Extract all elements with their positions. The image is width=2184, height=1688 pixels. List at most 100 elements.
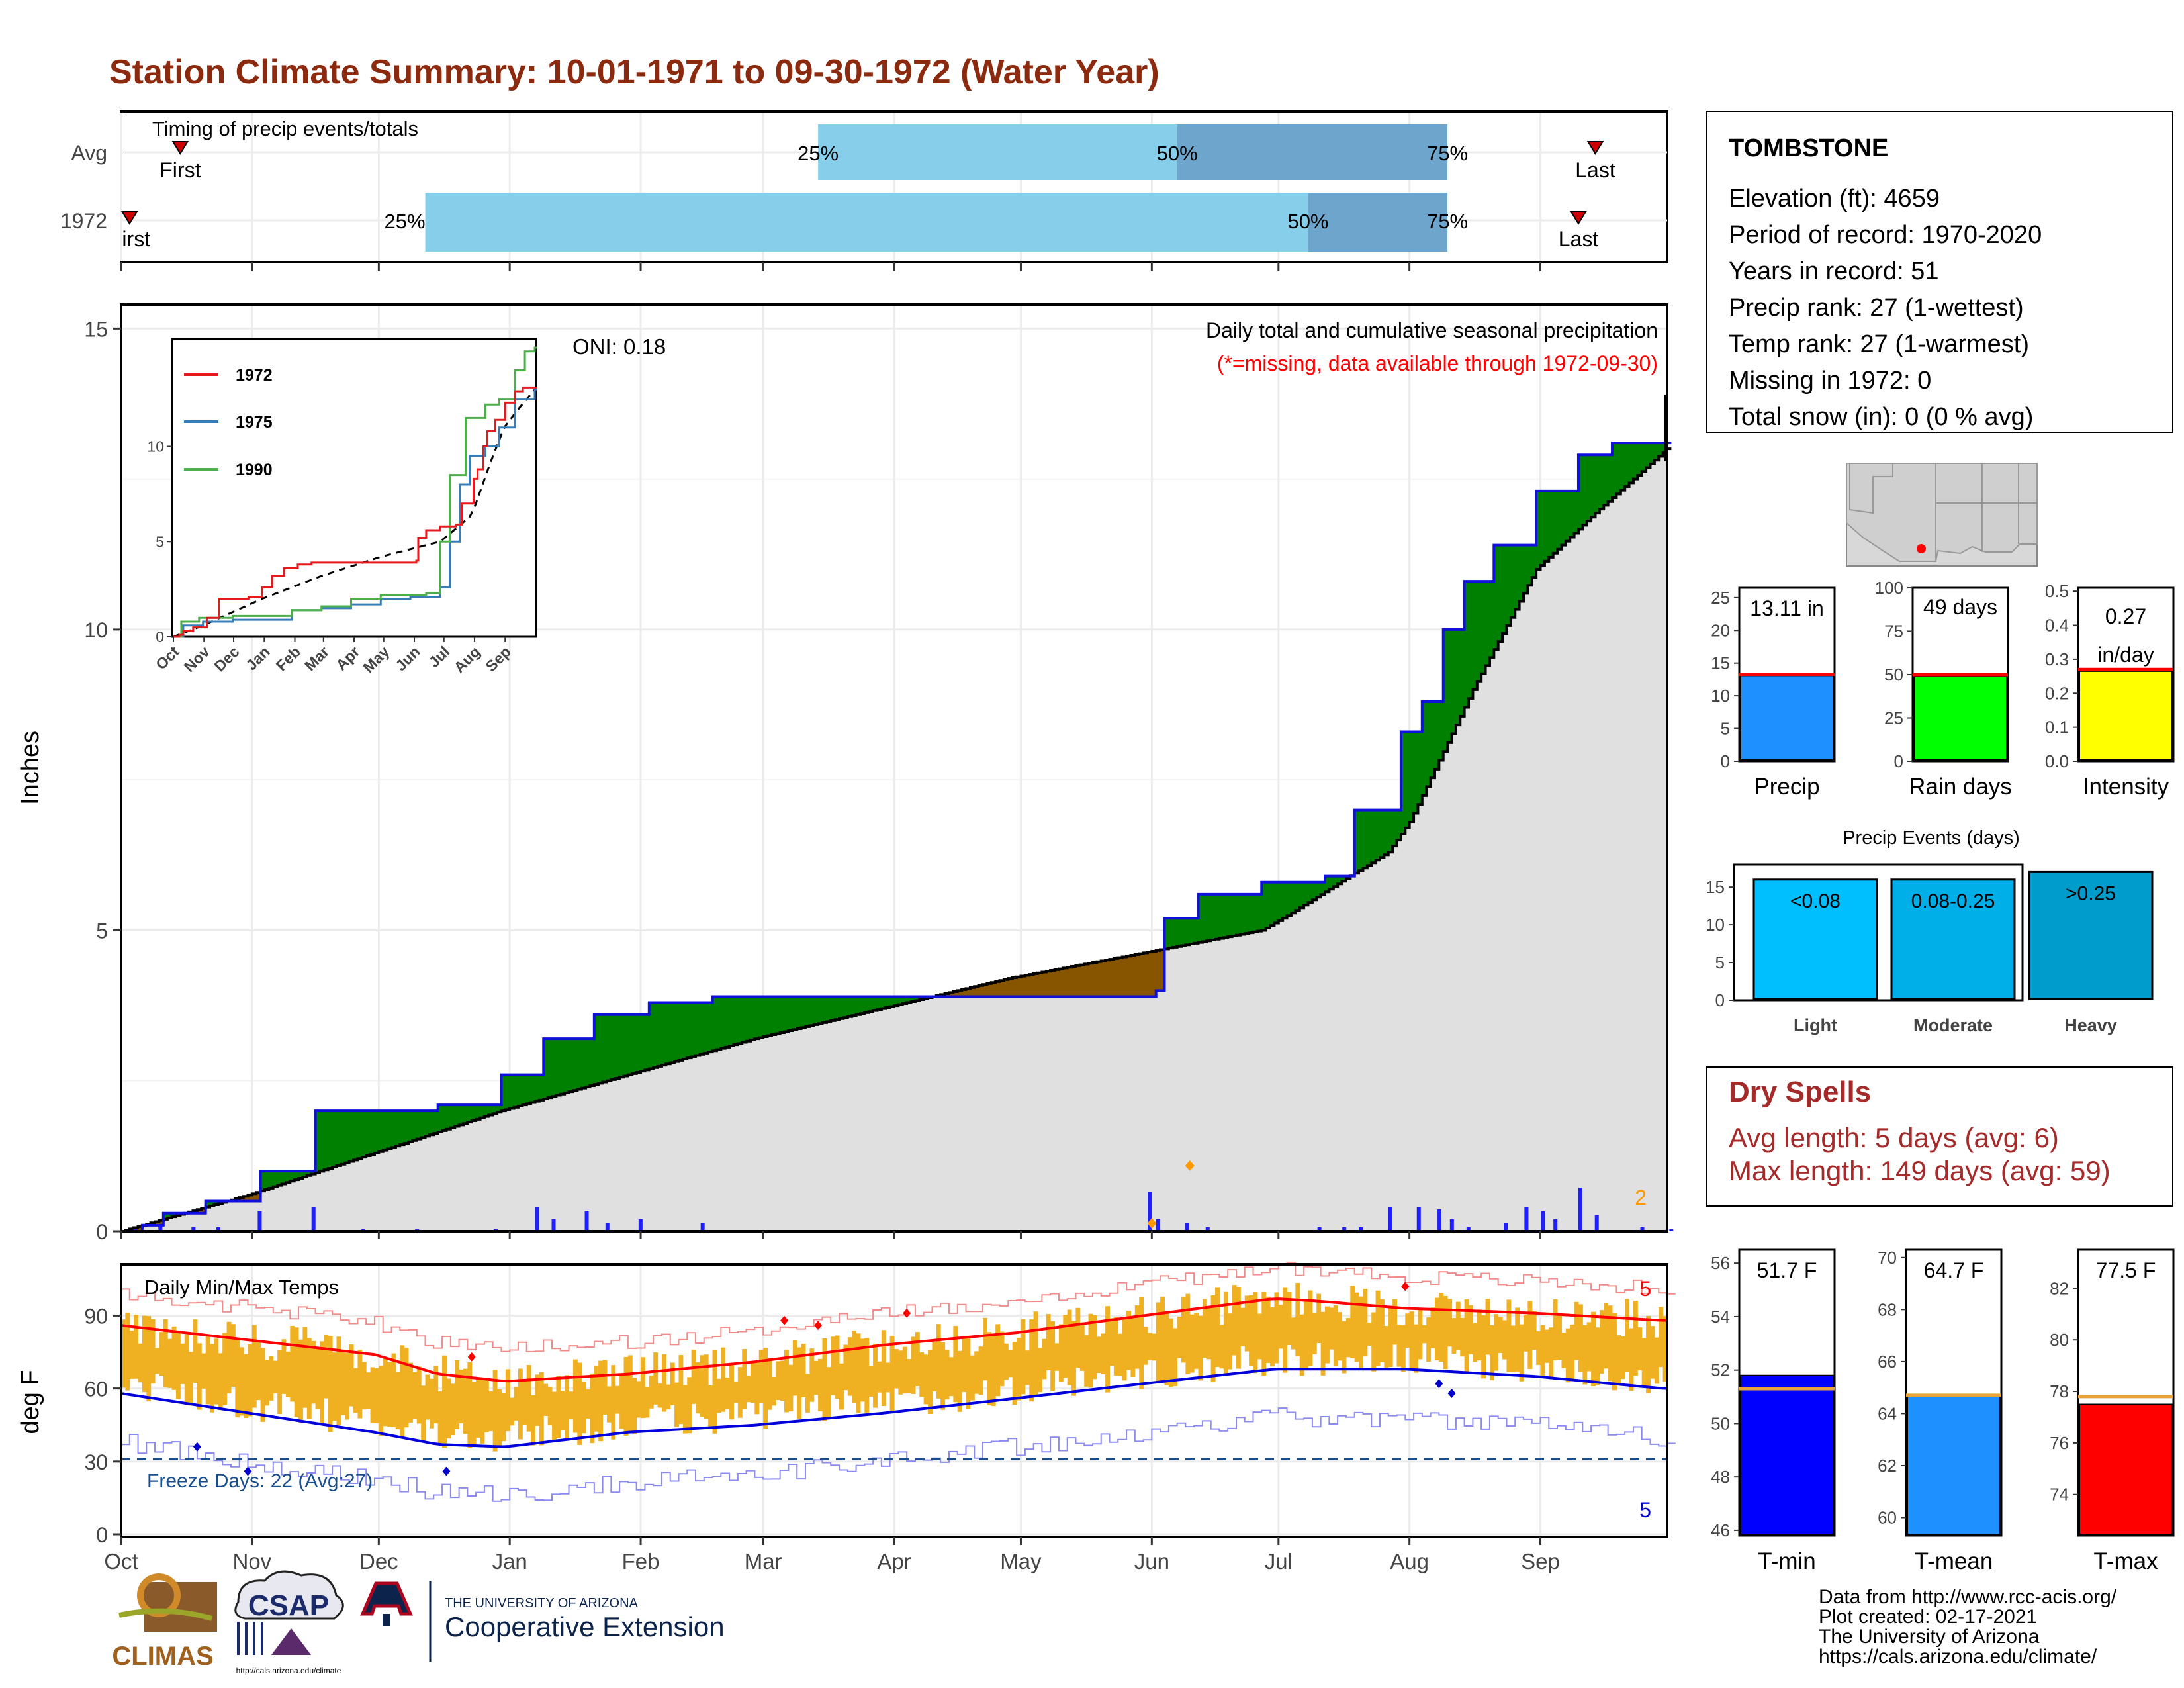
tmin-gauge-tick-label: 46: [1711, 1521, 1730, 1540]
above-average-area: [1371, 810, 1377, 863]
above-average-area: [1253, 894, 1258, 932]
daily-temp-range-bar: [1012, 1342, 1017, 1405]
daily-temp-range-bar: [1371, 1312, 1377, 1372]
rain-days-gauge-tick-label: 50: [1884, 665, 1903, 684]
above-average-area: [700, 1002, 705, 1055]
below-average-area: [944, 993, 950, 997]
above-average-area: [594, 1014, 599, 1085]
daily-temp-range-bar: [636, 1381, 641, 1418]
daily-temp-range-bar: [1033, 1311, 1038, 1397]
above-average-area: [404, 1111, 409, 1143]
above-average-area: [860, 996, 865, 1014]
daily-temp-range-bar: [1604, 1302, 1609, 1369]
above-average-area: [1384, 810, 1389, 855]
daily-temp-range-bar: [484, 1378, 489, 1432]
daily-precip-bar: [1449, 1219, 1454, 1231]
below-average-area: [159, 1220, 164, 1225]
above-average-area: [1523, 545, 1528, 594]
rain-days-gauge-tick-label: 0: [1894, 751, 1903, 771]
above-average-area: [831, 996, 836, 1021]
record-low-marker: [193, 1442, 201, 1452]
daily-temp-range-bar: [1650, 1326, 1655, 1379]
daily-temp-range-bar: [298, 1339, 303, 1423]
above-average-area: [1215, 894, 1220, 939]
above-average-area: [535, 1074, 540, 1102]
daily-temp-range-bar: [797, 1347, 802, 1419]
above-average-area: [1414, 731, 1419, 814]
above-average-area: [1430, 702, 1435, 778]
daily-temp-range-bar: [1054, 1343, 1060, 1371]
inset-series-1972: [173, 386, 537, 638]
daily-temp-range-bar: [1599, 1310, 1604, 1374]
above-average-area: [1240, 894, 1246, 935]
above-average-area: [433, 1111, 439, 1134]
above-average-area: [1604, 455, 1609, 506]
above-average-area: [619, 1014, 625, 1078]
daily-temp-range-bar: [661, 1354, 666, 1412]
above-average-area: [780, 996, 785, 1033]
month-label: Feb: [622, 1549, 660, 1573]
tmin-gauge-tick-label: 50: [1711, 1413, 1730, 1433]
daily-temp-range-bar: [1058, 1324, 1064, 1382]
daily-temp-range-bar: [222, 1333, 228, 1405]
daily-temp-range-bar: [1202, 1299, 1207, 1358]
daily-temp-range-bar: [619, 1374, 625, 1429]
below-average-area: [1079, 964, 1085, 997]
above-average-area: [353, 1111, 359, 1160]
intensity-gauge-bar: [2079, 670, 2173, 761]
above-average-area: [531, 1074, 536, 1103]
daily-temp-range-bar: [425, 1374, 430, 1420]
daily-temp-range-bar: [1257, 1313, 1262, 1360]
above-average-area: [518, 1074, 523, 1106]
last-event-label: Last: [1575, 158, 1615, 182]
station-line: Total snow (in): 0 (0 % avg): [1729, 403, 2033, 431]
daily-temp-range-bar: [708, 1385, 713, 1427]
daily-precip-bar: [584, 1211, 589, 1231]
daily-temp-range-bar: [932, 1342, 937, 1392]
daily-temp-range-bar: [433, 1366, 439, 1424]
above-average-area: [704, 1002, 709, 1053]
daily-temp-range-bar: [1460, 1317, 1465, 1357]
above-average-area: [1633, 443, 1638, 479]
daily-temp-range-bar: [1443, 1295, 1448, 1370]
daily-temp-range-bar: [754, 1362, 760, 1415]
daily-temp-range-bar: [467, 1362, 473, 1449]
above-average-area: [636, 1014, 641, 1072]
daily-temp-range-bar: [1489, 1325, 1494, 1381]
daily-temp-range-bar: [1236, 1287, 1241, 1369]
events-tick-label: 5: [1715, 953, 1725, 972]
above-average-area: [1198, 894, 1203, 943]
oni-label: ONI: 0.18: [572, 334, 666, 359]
events-bar-range: 0.08-0.25: [1911, 890, 1995, 912]
below-average-area: [987, 983, 992, 997]
intensity-gauge-tick-label: 0.5: [2045, 581, 2069, 601]
daily-temp-range-bar: [813, 1360, 819, 1395]
daily-temp-range-bar: [1591, 1311, 1596, 1387]
daily-temp-range-bar: [826, 1367, 831, 1418]
daily-temp-range-bar: [1320, 1311, 1326, 1376]
above-average-area: [171, 1213, 177, 1217]
daily-temp-range-bar: [1659, 1307, 1664, 1368]
timing-25-label: 25%: [797, 142, 839, 165]
inset-ytick-label: 10: [147, 438, 164, 455]
below-average-area: [999, 980, 1005, 997]
month-label: Apr: [877, 1549, 911, 1573]
above-average-area: [712, 996, 717, 1051]
daily-temp-range-bar: [539, 1372, 544, 1446]
above-average-area: [1189, 918, 1195, 945]
daily-temp-range-bar: [1451, 1318, 1457, 1354]
daily-temp-range-bar: [543, 1383, 549, 1416]
daily-temp-range-bar: [1101, 1333, 1106, 1375]
above-average-area: [826, 996, 831, 1022]
above-average-area: [1498, 545, 1503, 642]
events-tick-label: 15: [1706, 877, 1725, 897]
dry-spells-max: Max length: 149 days (avg: 59): [1729, 1155, 2111, 1186]
daily-temp-range-bar: [391, 1353, 396, 1427]
daily-temp-range-bar: [678, 1355, 684, 1425]
daily-temp-range-bar: [281, 1339, 287, 1394]
precip-gauge-tick-label: 20: [1711, 620, 1730, 640]
daily-temp-range-bar: [1662, 1316, 1668, 1382]
tmin-gauge-tick-label: 56: [1711, 1253, 1730, 1273]
daily-temp-range-bar: [361, 1362, 367, 1410]
daily-temp-range-bar: [437, 1391, 443, 1444]
